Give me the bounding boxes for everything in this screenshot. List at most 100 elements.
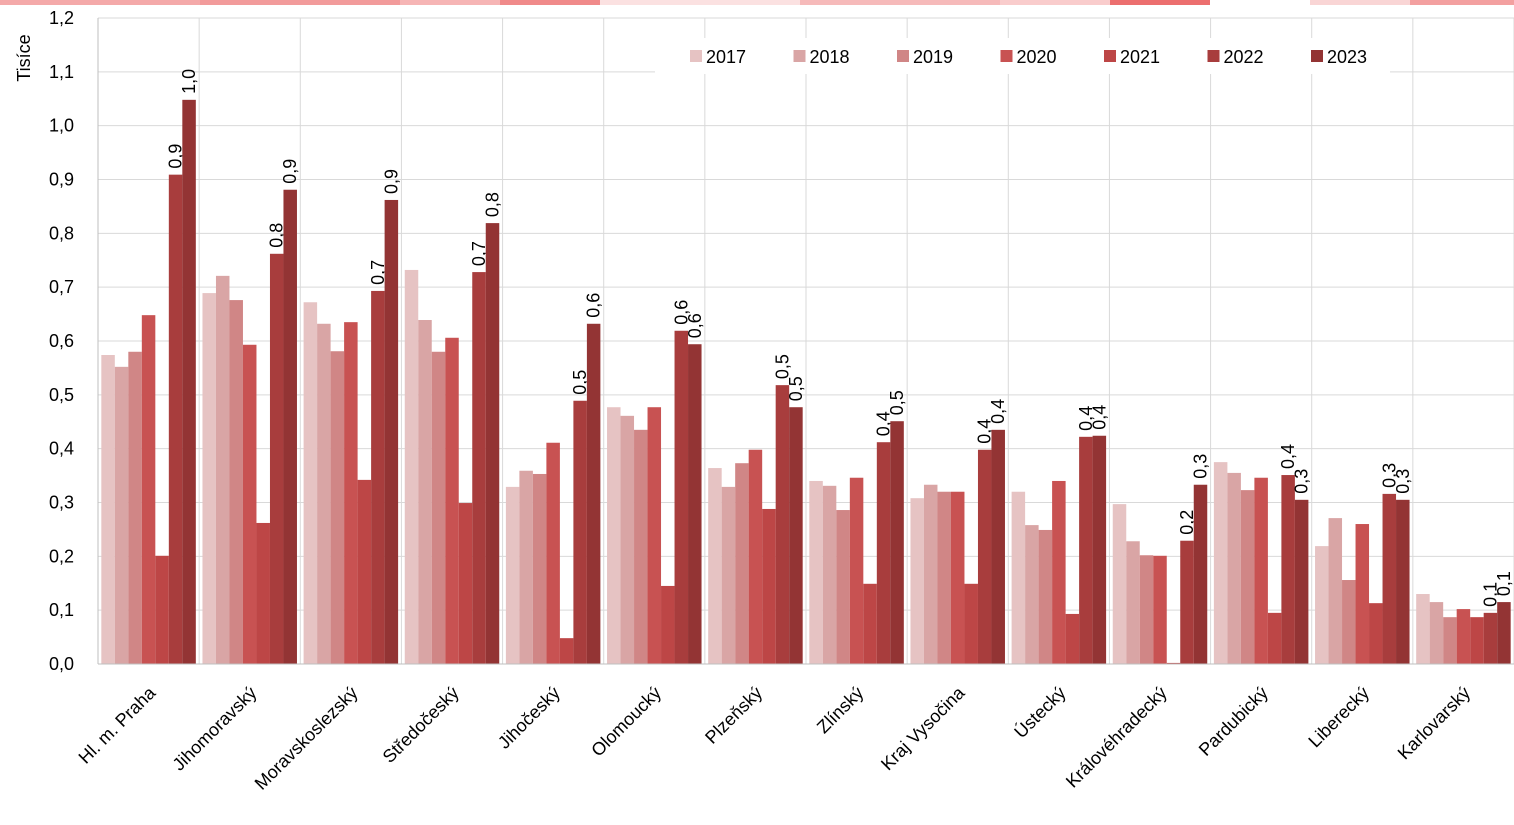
x-tick-label: Středočeský [379,683,463,767]
data-label: 0,3 [1393,469,1413,494]
data-label: 0,9 [381,169,401,194]
data-label: 0,9 [166,144,186,169]
bar [1369,603,1383,664]
data-label: 1,0 [179,69,199,94]
bar [1497,602,1511,664]
legend-swatch [793,50,806,62]
bar [1180,540,1194,664]
bar [964,583,978,664]
bar [1079,436,1093,664]
bar [559,638,574,664]
bar [1281,475,1295,664]
bar [1483,612,1498,664]
bar [775,385,790,664]
x-tick-label: Plzeňský [701,683,766,748]
data-label: 0,6 [671,300,691,325]
bar [1456,609,1471,664]
bar [950,491,965,664]
data-label: 0,8 [483,192,503,217]
bar [1470,617,1484,664]
bar [1382,493,1397,664]
y-axis-title: Tisíce [14,34,34,81]
bar [1112,504,1127,664]
legend-swatch [1104,50,1116,62]
bar [357,479,372,664]
bar [809,480,823,664]
x-tick-label: Kraj Vysočina [877,682,969,774]
data-label: 0,2 [1177,510,1197,535]
bar [735,463,749,664]
x-tick-label: Moravskoslezský [251,683,362,794]
bar [1193,484,1208,664]
y-tick-label: 0,7 [49,277,74,297]
bar [101,354,115,664]
x-tick-label: Olomoucký [587,683,665,761]
bar [155,555,169,664]
bar [431,351,446,664]
data-label: 0,5 [786,376,806,401]
bar [647,407,662,664]
bar [1240,490,1255,664]
y-tick-label: 0,6 [49,331,74,351]
bar [202,293,216,664]
legend-label: 2018 [810,47,850,67]
bar [445,337,459,664]
y-tick-label: 0,4 [49,439,74,459]
bar [991,429,1005,664]
bar [1038,529,1053,664]
x-tick-label: Jihomoravský [169,683,261,775]
bar [168,174,183,664]
bar [1396,499,1410,664]
data-label: 0,6 [584,293,604,318]
bar [485,223,500,665]
data-label: 0,3 [1191,454,1211,479]
bar [229,300,243,664]
bar [215,275,230,664]
legend-label: 2022 [1224,47,1264,67]
bar [977,449,992,664]
bar [762,508,776,664]
legend-label: 2017 [706,47,746,67]
bar [661,585,675,664]
y-tick-label: 0,3 [49,493,74,513]
y-tick-label: 1,2 [49,8,74,28]
bar [620,415,635,664]
bar [532,473,547,664]
bar [1025,525,1039,664]
bar [1092,435,1107,664]
data-label: 0,4 [1278,444,1298,469]
x-tick-label: Hl. m. Praha [75,682,161,768]
bar [1126,541,1140,664]
bar [344,322,358,664]
legend-swatch [897,50,909,62]
bar [1267,612,1282,664]
bar [283,189,297,664]
bar [573,400,587,664]
data-label: 0,5 [887,390,907,415]
bar [607,407,621,664]
bar [141,315,156,664]
bar [1254,477,1268,664]
bar [1328,518,1343,664]
data-label: 0,3 [1292,469,1312,494]
bar [708,468,722,664]
y-tick-label: 0,9 [49,170,74,190]
bar [1355,524,1370,664]
bar [1052,480,1066,664]
bar [330,351,345,664]
bar [748,449,763,664]
bar [634,429,648,664]
top-strip [0,0,1514,5]
legend-swatch [1207,50,1220,62]
bar [1342,580,1356,664]
bar [1213,462,1228,664]
data-label: 0,5 [772,354,792,379]
bar [519,470,533,664]
bar [1065,613,1080,664]
data-label: 0,6 [685,313,705,338]
bar [721,486,736,664]
legend-label: 2023 [1327,47,1367,67]
data-label: 0,4 [874,411,894,436]
bar [128,351,142,664]
